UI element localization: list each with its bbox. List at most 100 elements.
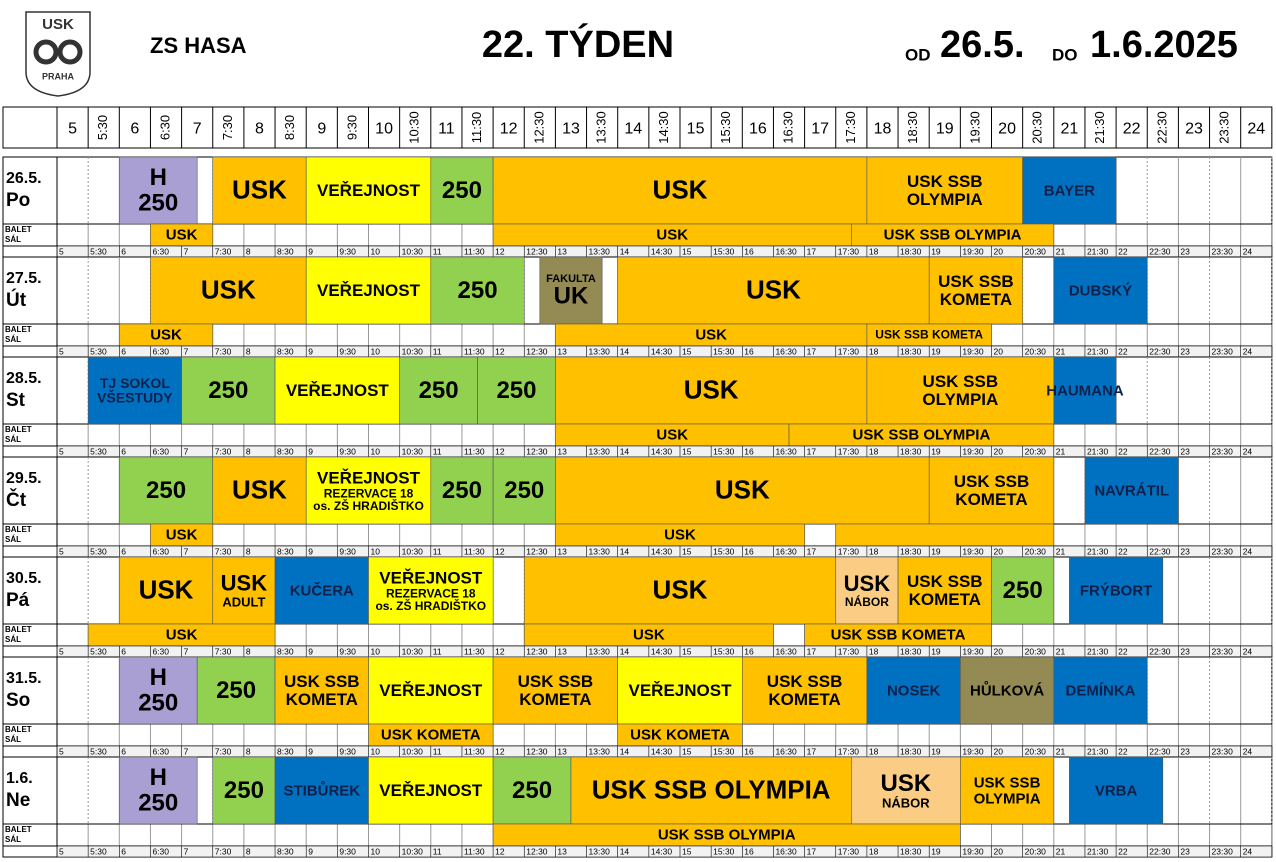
day-date: 28.5.: [6, 370, 42, 387]
strip-time-label: 6:30: [152, 246, 169, 256]
strip-time-label: 11: [433, 846, 442, 856]
strip-time-label: 15: [682, 246, 692, 256]
strip-time-label: 6: [121, 646, 126, 656]
strip-time-label: 15: [682, 846, 692, 856]
venue: ZS HASA: [150, 33, 247, 58]
event-text: 250: [496, 377, 536, 404]
strip-time-label: 23:30: [1212, 246, 1234, 256]
balet-text: USK: [166, 226, 198, 243]
strip-time-label: 8:30: [277, 846, 294, 856]
event-text: UK: [554, 283, 589, 310]
strip-time-label: 11: [433, 546, 442, 556]
strip-time-label: 6:30: [152, 346, 169, 356]
strip-time-label: 9:30: [339, 546, 356, 556]
event-block: [181, 356, 276, 425]
strip-time-label: 9:30: [339, 246, 356, 256]
strip-time-label: 24: [1243, 246, 1253, 256]
strip-time-label: 18: [869, 746, 879, 756]
strip-time-label: 6: [121, 346, 126, 356]
event-text: ADULT: [222, 594, 265, 609]
strip-time-label: 19:30: [962, 346, 984, 356]
strip-time-label: 9: [308, 446, 313, 456]
hour-label: 21: [1060, 121, 1078, 138]
balet-text: USK SSB OLYMPIA: [658, 826, 796, 843]
strip-time-label: 5:30: [90, 846, 107, 856]
event-text: USK: [653, 174, 708, 204]
event-text: H: [150, 664, 167, 691]
strip-time-label: 7: [184, 646, 189, 656]
half-hour-label: 11:30: [469, 112, 484, 144]
strip-time-label: 8: [246, 346, 251, 356]
event-text: USK: [715, 474, 770, 504]
half-hour-label: 20:30: [1030, 111, 1045, 144]
event-text: USK: [746, 274, 801, 304]
strip-time-label: 21:30: [1087, 246, 1109, 256]
balet-label: BALET: [5, 625, 32, 634]
strip-time-label: 17: [807, 646, 817, 656]
balet-label: SÁL: [5, 535, 21, 544]
event-text: REZERVACE 18: [386, 586, 476, 600]
event-block: [150, 256, 307, 325]
event-block: [539, 256, 603, 325]
event-text: VEŘEJNOST: [286, 381, 390, 400]
event-text: USK SSB: [907, 572, 983, 591]
event-text: DUBSKÝ: [1069, 281, 1132, 299]
event-text: NÁBOR: [882, 796, 930, 811]
event-text: VEŘEJNOST: [379, 568, 483, 587]
strip-time-label: 20:30: [1025, 546, 1047, 556]
half-hour-label: 15:30: [718, 111, 733, 144]
strip-time-label: 17:30: [838, 746, 860, 756]
event-text: VEŘEJNOST: [379, 681, 483, 700]
event-block: [212, 556, 276, 625]
event-text: NOSEK: [887, 682, 941, 699]
event-text: OLYMPIA: [907, 190, 983, 209]
strip-time-label: 14:30: [651, 346, 673, 356]
day-name: So: [6, 690, 30, 711]
strip-time-label: 13: [557, 346, 567, 356]
strip-time-label: 6:30: [152, 446, 169, 456]
hour-label: 11: [438, 121, 455, 138]
event-block: [1053, 356, 1117, 425]
strip-time-label: 16:30: [775, 546, 797, 556]
strip-time-label: 10:30: [402, 446, 424, 456]
strip-time-label: 7:30: [215, 846, 232, 856]
strip-time-label: 18:30: [900, 546, 922, 556]
strip-time-label: 6:30: [152, 746, 169, 756]
event-text: USK: [844, 571, 891, 596]
strip-time-label: 23: [1180, 846, 1190, 856]
event-block: [212, 156, 307, 225]
event-text: USK: [684, 374, 739, 404]
strip-time-label: 5:30: [90, 646, 107, 656]
strip-time-label: 14: [620, 546, 630, 556]
half-hour-label: 22:30: [1154, 111, 1169, 144]
day-date: 31.5.: [6, 670, 42, 687]
strip-time-label: 11:30: [464, 446, 485, 456]
strip-time-label: 17: [807, 246, 817, 256]
strip-time-label: 18:30: [900, 446, 922, 456]
strip-time-label: 12: [495, 246, 505, 256]
strip-time-label: 19: [931, 246, 941, 256]
event-block: [212, 756, 276, 825]
event-text: 250: [138, 689, 178, 716]
strip-time-label: 22: [1118, 746, 1128, 756]
balet-label: SÁL: [5, 435, 21, 444]
strip-time-label: 15: [682, 446, 692, 456]
strip-time-label: 17:30: [838, 446, 860, 456]
balet-label: SÁL: [5, 735, 21, 744]
strip-time-label: 19:30: [962, 646, 984, 656]
balet-label: SÁL: [5, 835, 21, 844]
event-text: USK SSB OLYMPIA: [592, 774, 831, 804]
event-block: [305, 256, 432, 325]
strip-time-label: 16:30: [775, 446, 797, 456]
strip-time-label: 13:30: [589, 446, 611, 456]
strip-time-label: 7:30: [215, 646, 232, 656]
strip-time-label: 13: [557, 246, 567, 256]
strip-time-label: 10:30: [402, 346, 424, 356]
event-text: os. ZŠ HRADIŠTKO: [313, 498, 424, 513]
event-text: USK SSB: [518, 672, 594, 691]
strip-time-label: 8:30: [277, 546, 294, 556]
event-text: KOMETA: [940, 290, 1012, 309]
balet-label: SÁL: [5, 635, 21, 644]
strip-time-label: 17: [807, 446, 817, 456]
